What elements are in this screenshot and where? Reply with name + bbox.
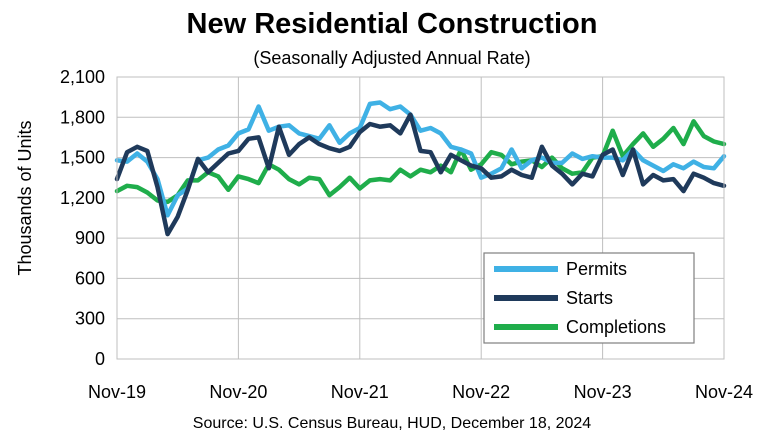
series-lines [114, 100, 727, 237]
y-tick-label: 1,200 [60, 188, 105, 208]
x-tick-label: Nov-19 [88, 382, 146, 402]
legend: Permits Starts Completions [483, 252, 695, 344]
y-tick-labels: 0 300 600 900 1,200 1,500 1,800 2,100 [60, 67, 105, 369]
x-tick-labels: Nov-19 Nov-20 Nov-21 Nov-22 Nov-23 Nov-24 [88, 382, 753, 402]
y-axis-label: Thousands of Units [15, 120, 35, 275]
y-tick-label: 300 [75, 309, 105, 329]
legend-label: Permits [566, 259, 627, 279]
y-tick-label: 0 [95, 349, 105, 369]
y-tick-label: 2,100 [60, 67, 105, 87]
legend-label: Completions [566, 317, 666, 337]
chart-subtitle: (Seasonally Adjusted Annual Rate) [253, 48, 530, 68]
x-tick-label: Nov-21 [331, 382, 389, 402]
x-tick-label: Nov-20 [209, 382, 267, 402]
series-line-starts [114, 112, 727, 237]
series-line-completions [114, 119, 727, 205]
legend-label: Starts [566, 288, 613, 308]
y-tick-label: 900 [75, 228, 105, 248]
series-line-permits [114, 100, 727, 218]
x-tick-label: Nov-23 [574, 382, 632, 402]
plot-area-border [116, 76, 725, 360]
x-tick-label: Nov-24 [695, 382, 753, 402]
y-tick-label: 1,800 [60, 107, 105, 127]
y-tick-label: 600 [75, 268, 105, 288]
x-tick-label: Nov-22 [452, 382, 510, 402]
y-tick-label: 1,500 [60, 148, 105, 168]
source-note: Source: U.S. Census Bureau, HUD, Decembe… [193, 415, 592, 432]
chart-title: New Residential Construction [187, 8, 598, 40]
